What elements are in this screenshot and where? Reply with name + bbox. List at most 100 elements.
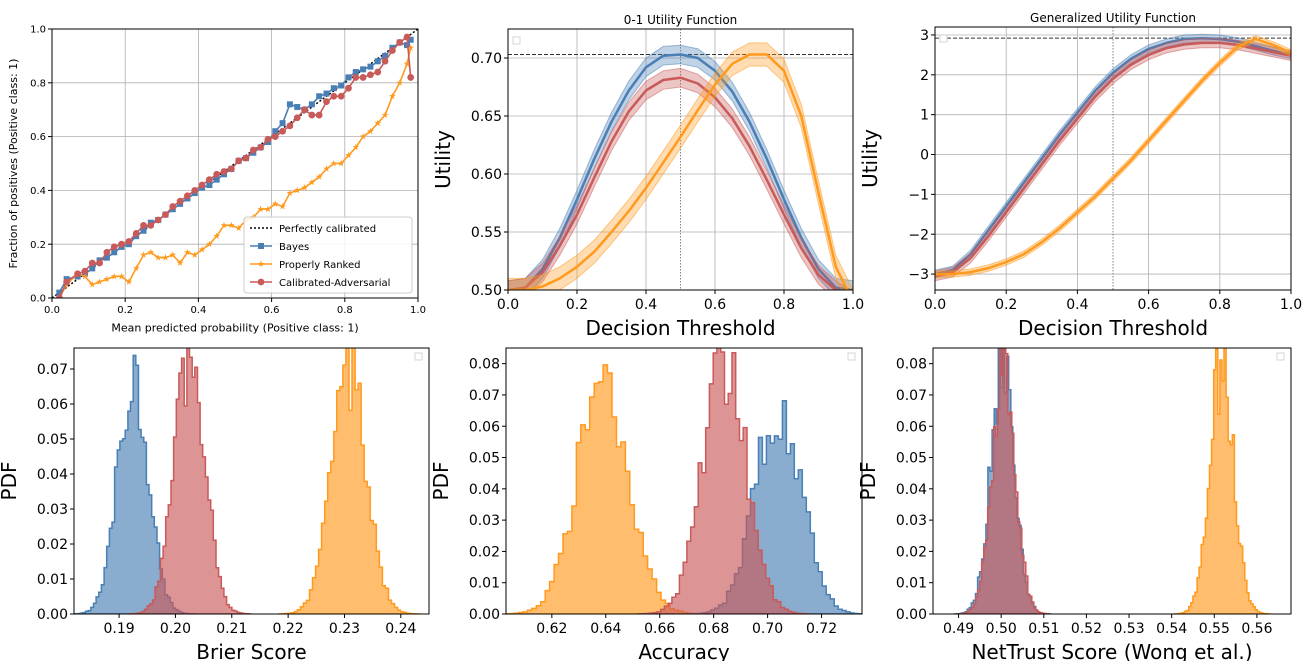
data-point	[103, 248, 111, 256]
y-tick-label: 0.07	[896, 388, 927, 404]
data-point	[227, 221, 235, 229]
data-point	[407, 74, 415, 81]
x-tick-label: 0.70	[752, 621, 783, 637]
data-point	[162, 254, 169, 261]
data-point	[184, 192, 191, 200]
data-point	[74, 270, 82, 278]
y-tick-label: 0.65	[471, 109, 502, 125]
data-point	[191, 251, 199, 258]
data-point	[382, 52, 389, 59]
data-point	[308, 101, 315, 108]
axes-frame-top	[932, 347, 1292, 615]
y-tick-label: 0.01	[896, 576, 927, 592]
y-tick-label: −2	[908, 227, 929, 243]
y-tick-label: 2	[920, 68, 929, 84]
data-point	[337, 159, 345, 167]
y-tick-label: 0.2	[30, 240, 46, 251]
data-point	[367, 63, 374, 70]
data-point	[96, 259, 103, 267]
x-tick-label: 0.8	[1209, 297, 1231, 313]
data-point	[198, 181, 206, 189]
data-point	[345, 74, 352, 81]
x-tick-label: 0.8	[773, 297, 795, 313]
chart-generalized: 0.0 0.2 0.4 0.6 0.8 1.0 −3 −2 −1 0 1 2 3 Decision Thr…	[858, 11, 1302, 340]
legend-box	[939, 34, 948, 43]
series-line	[935, 37, 1291, 276]
data-point	[367, 127, 374, 135]
y-tick-label: 0.00	[37, 607, 68, 623]
data-point	[279, 120, 286, 127]
data-point	[257, 278, 265, 286]
data-point	[198, 246, 206, 253]
y-tick-label: 0.60	[471, 167, 502, 183]
data-point	[407, 44, 415, 51]
chart-title: Generalized Utility Function	[1030, 11, 1196, 25]
legend-frame	[243, 216, 413, 294]
y-tick-label: 3	[920, 28, 929, 44]
y-tick-label: 0.70	[471, 51, 502, 67]
data-point	[220, 168, 228, 175]
x-tick-label: 0.66	[644, 621, 675, 637]
data-point	[352, 143, 360, 151]
y-tick-label: 0.50	[471, 283, 502, 299]
axes-frame-top	[934, 26, 1292, 291]
y-tick-label: 0.01	[37, 572, 68, 588]
data-point	[206, 182, 213, 189]
series-2	[508, 42, 853, 290]
data-point	[140, 251, 147, 258]
histogram-2	[278, 348, 420, 614]
data-point	[293, 186, 301, 194]
x-tick-label: 1.0	[1280, 297, 1302, 313]
data-point	[272, 128, 279, 135]
data-point	[162, 211, 169, 219]
legend-box	[1276, 352, 1285, 361]
y-tick-label: 0.0	[30, 294, 46, 305]
y-tick-label: 0.04	[896, 482, 927, 498]
data-point	[257, 143, 265, 151]
x-axis-label: Brier Score	[196, 640, 306, 661]
data-point	[242, 154, 250, 162]
data-point	[374, 119, 382, 127]
histogram-2	[1173, 348, 1271, 614]
data-point	[316, 93, 323, 100]
x-tick-label: 0.6	[264, 305, 280, 316]
data-point	[279, 202, 286, 210]
data-point	[125, 278, 133, 285]
data-point	[330, 85, 337, 92]
data-point	[89, 265, 96, 272]
data-point	[213, 170, 221, 178]
y-tick-label: 0.08	[469, 357, 500, 373]
x-tick-label: 0.2	[117, 305, 133, 316]
x-tick-label: 0.21	[216, 621, 247, 637]
x-tick-label: 1.0	[842, 297, 864, 313]
histogram-1	[956, 348, 1051, 614]
x-tick-label: 0.8	[337, 305, 353, 316]
data-point	[140, 227, 147, 234]
data-point	[271, 200, 279, 207]
series-line	[508, 53, 849, 290]
data-point	[374, 58, 381, 65]
y-tick-label: 1	[920, 108, 929, 124]
x-tick-label: 0.53	[1113, 621, 1144, 637]
data-point	[396, 79, 404, 86]
y-tick-label: 0.4	[30, 186, 46, 197]
x-tick-label: 0.6	[704, 297, 726, 313]
data-point	[140, 221, 147, 229]
axes-frame-top	[507, 28, 854, 291]
y-tick-label: 0	[920, 148, 929, 164]
x-tick-label: 0.22	[273, 621, 304, 637]
data-point	[337, 92, 345, 100]
y-tick-label: 0.06	[37, 397, 68, 413]
x-axis-label: Mean predicted probability (Positive cla…	[111, 321, 358, 334]
x-tick-label: 0.49	[943, 621, 974, 637]
y-tick-label: 0.02	[896, 544, 927, 560]
data-point	[323, 165, 330, 172]
legend-entry: Calibrated-Adversarial	[279, 278, 390, 289]
data-point	[323, 98, 330, 106]
y-tick-label: 0.05	[896, 451, 927, 467]
y-tick-label: 0.6	[30, 132, 46, 143]
data-point	[279, 127, 286, 135]
y-tick-label: 1.0	[30, 25, 46, 36]
data-point	[147, 221, 155, 229]
y-tick-label: 0.04	[37, 467, 68, 483]
